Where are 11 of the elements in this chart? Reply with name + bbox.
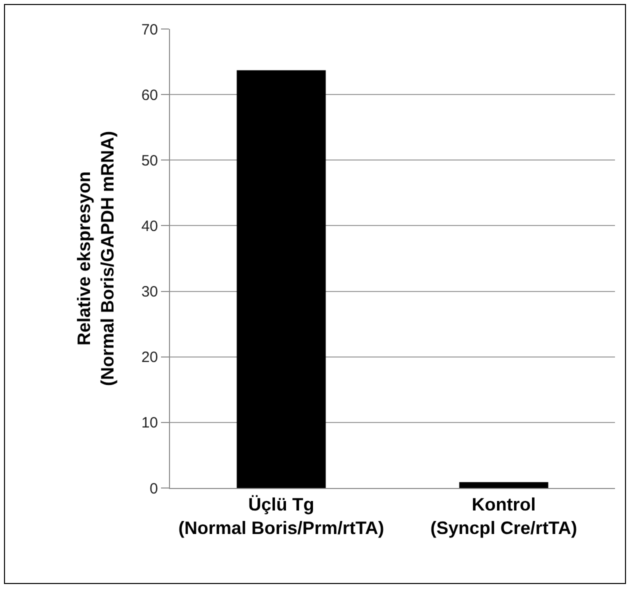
y-tick-label: 20 [141,349,158,366]
y-tick-label: 30 [141,284,158,301]
x-tick-label: Üçlü Tg (Normal Boris/Prm/rtTA) [178,494,384,538]
y-tick-label: 0 [150,480,158,498]
y-tick-label: 70 [141,21,158,38]
y-axis-title: Relative ekspresyon (Normal Boris/GAPDH mRNA) [74,130,118,386]
y-tick-label: 10 [141,414,158,432]
y-tick-label: 40 [141,218,158,235]
y-tick-label: 50 [141,152,158,170]
y-tick-label: 60 [141,86,158,104]
x-tick-label: Kontrol (Syncpl Cre/rtTA) [430,494,578,538]
